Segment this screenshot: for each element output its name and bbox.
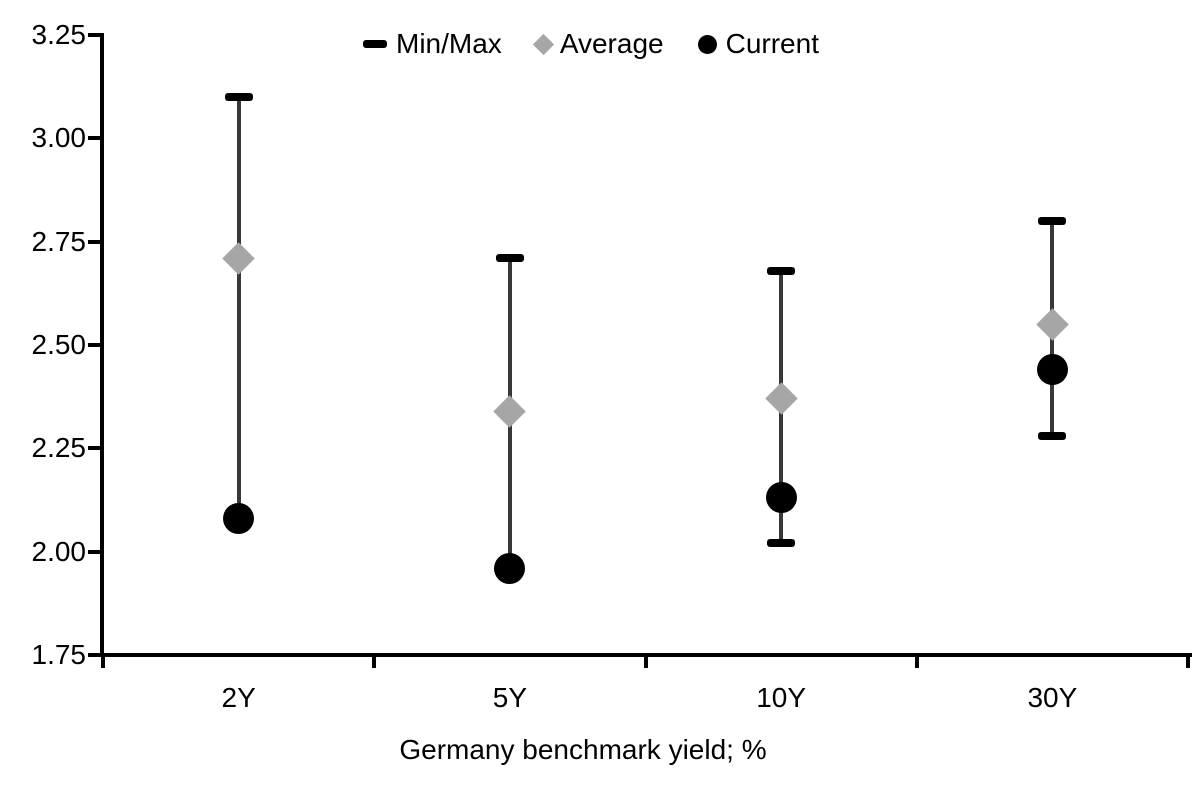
y-tick-mark (88, 33, 101, 37)
average-marker (1036, 308, 1069, 341)
min-cap (767, 539, 796, 548)
average-marker (764, 382, 798, 415)
legend-label-minmax: Min/Max (396, 28, 502, 59)
current-marker (765, 482, 797, 514)
current-marker (494, 552, 526, 584)
average-marker (493, 394, 527, 428)
max-cap (767, 266, 796, 275)
average-diamond-icon (532, 33, 554, 55)
x-tick-mark (372, 655, 377, 668)
minmax-dash-icon (363, 40, 388, 48)
y-tick-label: 2.25 (31, 432, 87, 464)
legend: Min/Max Average Current (0, 26, 1182, 62)
x-tick-label: 2Y (221, 682, 256, 713)
x-axis-title: Germany benchmark yield; % (399, 734, 767, 765)
legend-item-average: Average (532, 26, 664, 62)
y-tick-label: 1.75 (31, 639, 87, 670)
y-tick-mark (88, 446, 101, 451)
current-marker (1036, 354, 1068, 386)
x-tick-mark (1186, 655, 1190, 668)
x-tick-mark (101, 655, 105, 668)
y-tick-label: 3.00 (31, 122, 87, 154)
legend-label-average: Average (559, 28, 664, 59)
max-cap (224, 93, 253, 101)
x-tick-label: 10Y (756, 682, 807, 713)
current-circle-icon (697, 34, 717, 54)
y-tick-mark (88, 136, 101, 141)
y-tick-mark (88, 653, 101, 657)
range-line (236, 97, 241, 519)
y-axis (100, 33, 104, 657)
max-cap (495, 254, 524, 263)
y-tick-label: 2.00 (31, 535, 87, 567)
y-tick-mark (88, 239, 101, 244)
average-marker (222, 241, 255, 275)
legend-label-current: Current (725, 28, 819, 59)
y-tick-mark (88, 549, 101, 554)
current-marker (223, 503, 255, 535)
y-tick-label: 3.25 (31, 19, 87, 50)
y-tick-mark (88, 343, 101, 347)
y-tick-label: 2.50 (31, 329, 87, 360)
y-tick-label: 2.75 (31, 225, 87, 257)
legend-item-minmax: Min/Max (363, 26, 502, 62)
x-tick-mark (643, 655, 648, 668)
x-tick-label: 5Y (492, 682, 527, 713)
x-tick-mark (914, 655, 919, 668)
max-cap (1038, 217, 1067, 225)
legend-item-current: Current (697, 26, 819, 62)
min-cap (1038, 431, 1067, 440)
x-tick-label: 30Y (1027, 682, 1078, 713)
